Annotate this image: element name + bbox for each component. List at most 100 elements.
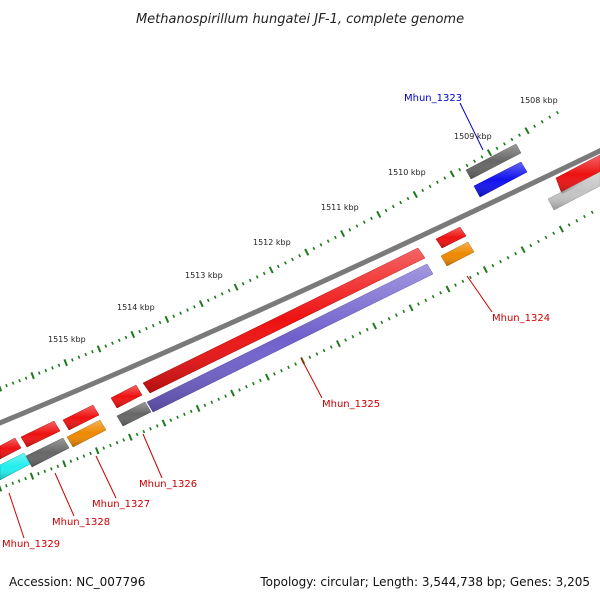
map-title: Methanospirillum hungatei JF-1, complete… <box>136 12 464 27</box>
inner-ruler-tick <box>439 291 443 295</box>
inner-ruler-tick <box>56 464 60 468</box>
inner-ruler-tick <box>142 429 146 434</box>
outer-ruler-tick <box>220 292 224 296</box>
gene-feature-mhun-1325-forward[interactable] <box>142 247 426 394</box>
tick-label-1508: 1508 kbp <box>520 96 558 105</box>
gene-label-mhun-1327[interactable]: Mhun_1327 <box>92 499 150 510</box>
inner-ruler-tick <box>169 418 173 422</box>
outer-ruler-tick <box>312 246 316 251</box>
gene-label-mhun-1325[interactable]: Mhun_1325 <box>322 399 380 410</box>
inner-ruler-tick <box>558 225 564 233</box>
outer-ruler-tick <box>510 137 514 142</box>
leader-mhun-1328 <box>54 472 75 517</box>
tick-label-1513: 1513 kbp <box>185 271 223 280</box>
inner-ruler-tick <box>454 283 457 287</box>
inner-ruler-tick <box>203 403 207 408</box>
inner-ruler-tick <box>50 467 53 471</box>
outer-ruler-tick <box>443 176 447 180</box>
outer-ruler-tick <box>449 170 455 178</box>
inner-ruler-tick <box>115 441 119 445</box>
leader-mhun-1326 <box>142 433 163 479</box>
inner-ruler-tick <box>287 365 290 370</box>
outer-ruler-tick <box>71 358 74 362</box>
inner-ruler-tick <box>155 424 159 428</box>
inner-ruler-tick <box>380 320 384 325</box>
label-leaders <box>8 102 493 539</box>
inner-ruler-tick <box>102 446 106 450</box>
gene-feature-mhun-1326-forward[interactable] <box>110 384 143 409</box>
outer-ruler-tick <box>268 266 274 274</box>
inner-ruler-tick <box>17 479 21 483</box>
tick-label-1509: 1509 kbp <box>454 132 492 141</box>
gene-label-mhun-1324[interactable]: Mhun_1324 <box>492 313 550 324</box>
tick-label-1512: 1512 kbp <box>253 238 291 247</box>
inner-ruler-tick <box>536 239 540 244</box>
outer-ruler-tick <box>11 381 15 385</box>
inner-ruler-tick <box>37 472 40 476</box>
outer-ruler-tick <box>77 355 81 359</box>
inner-ruler-tick <box>431 294 435 299</box>
inner-ruler-tick <box>308 355 312 360</box>
gene-label-mhun-1328[interactable]: Mhun_1328 <box>52 517 110 528</box>
gene-label-mhun-1323[interactable]: Mhun_1323 <box>404 93 462 104</box>
inner-ruler-tick <box>259 378 262 383</box>
outer-ruler-tick <box>241 282 245 286</box>
outer-ruler-tick <box>206 298 210 303</box>
outer-ruler-tick <box>18 379 21 383</box>
gene-label-mhun-1326[interactable]: Mhun_1326 <box>139 479 197 490</box>
inner-ruler-tick <box>245 385 248 389</box>
inner-ruler-tick <box>402 309 406 314</box>
outer-ruler-tick <box>198 300 204 308</box>
outer-ruler-tick <box>111 341 114 345</box>
inner-ruler-tick <box>445 285 451 293</box>
outer-ruler-tick <box>391 204 395 209</box>
inner-ruler-tick <box>575 219 579 223</box>
inner-ruler-tick <box>11 481 15 485</box>
genome-summary-text: Topology: circular; Length: 3,544,738 bp… <box>259 575 590 589</box>
outer-ruler-tick <box>179 311 182 315</box>
outer-ruler-tick <box>291 257 294 262</box>
gene-feature-mhun-1324-forward[interactable] <box>435 226 467 249</box>
inner-ruler-tick <box>82 454 86 458</box>
outer-ruler-tick <box>399 200 403 205</box>
inner-ruler-tick <box>394 313 398 317</box>
outer-ruler-tick <box>355 224 359 228</box>
outer-ruler-tick <box>486 149 493 157</box>
leader-mhun-1329 <box>8 492 25 539</box>
outer-ruler-tick <box>533 124 537 128</box>
inner-ruler-tick <box>499 260 502 264</box>
tick-label-1511: 1511 kbp <box>321 203 359 212</box>
outer-ruler-tick <box>255 275 259 279</box>
inner-ruler-tick <box>273 372 276 376</box>
outer-ruler-tick <box>406 196 410 201</box>
inner-ruler-tick <box>5 484 8 488</box>
inner-ruler-tick <box>408 304 414 312</box>
outer-ruler-tick <box>262 271 266 276</box>
inner-ruler-tick <box>238 388 241 392</box>
accession-text: Accession: NC_007796 <box>9 575 145 589</box>
outer-ruler-tick <box>540 119 544 124</box>
outer-ruler-tick <box>384 208 388 213</box>
inner-ruler-tick <box>43 469 47 473</box>
outer-ruler-tick <box>348 228 352 232</box>
tick-label-1510: 1510 kbp <box>388 168 426 177</box>
inner-ruler-tick <box>552 231 556 235</box>
outer-ruler-tick <box>44 368 48 373</box>
inner-ruler-tick <box>183 412 186 417</box>
inner-ruler-tick <box>122 438 126 442</box>
outer-ruler-tick <box>298 254 302 258</box>
inner-ruler-tick <box>344 338 348 342</box>
inner-ruler-tick <box>461 279 465 283</box>
inner-ruler-tick <box>230 389 235 397</box>
gene-feature-mhun-1329-reverse[interactable] <box>0 452 31 481</box>
gene-label-mhun-1329[interactable]: Mhun_1329 <box>2 539 60 550</box>
outer-ruler-tick <box>138 329 141 334</box>
inner-ruler-tick <box>315 352 319 356</box>
inner-ruler-tick <box>491 263 495 268</box>
gene-labels: Mhun_1323 Mhun_1324 Mhun_1325 Mhun_1326 … <box>2 93 550 550</box>
gene-feature-mhun-1325-reverse[interactable] <box>146 263 434 413</box>
inner-ruler-tick <box>252 381 255 386</box>
leader-mhun-1325 <box>300 357 323 399</box>
outer-ruler-tick <box>421 188 425 193</box>
